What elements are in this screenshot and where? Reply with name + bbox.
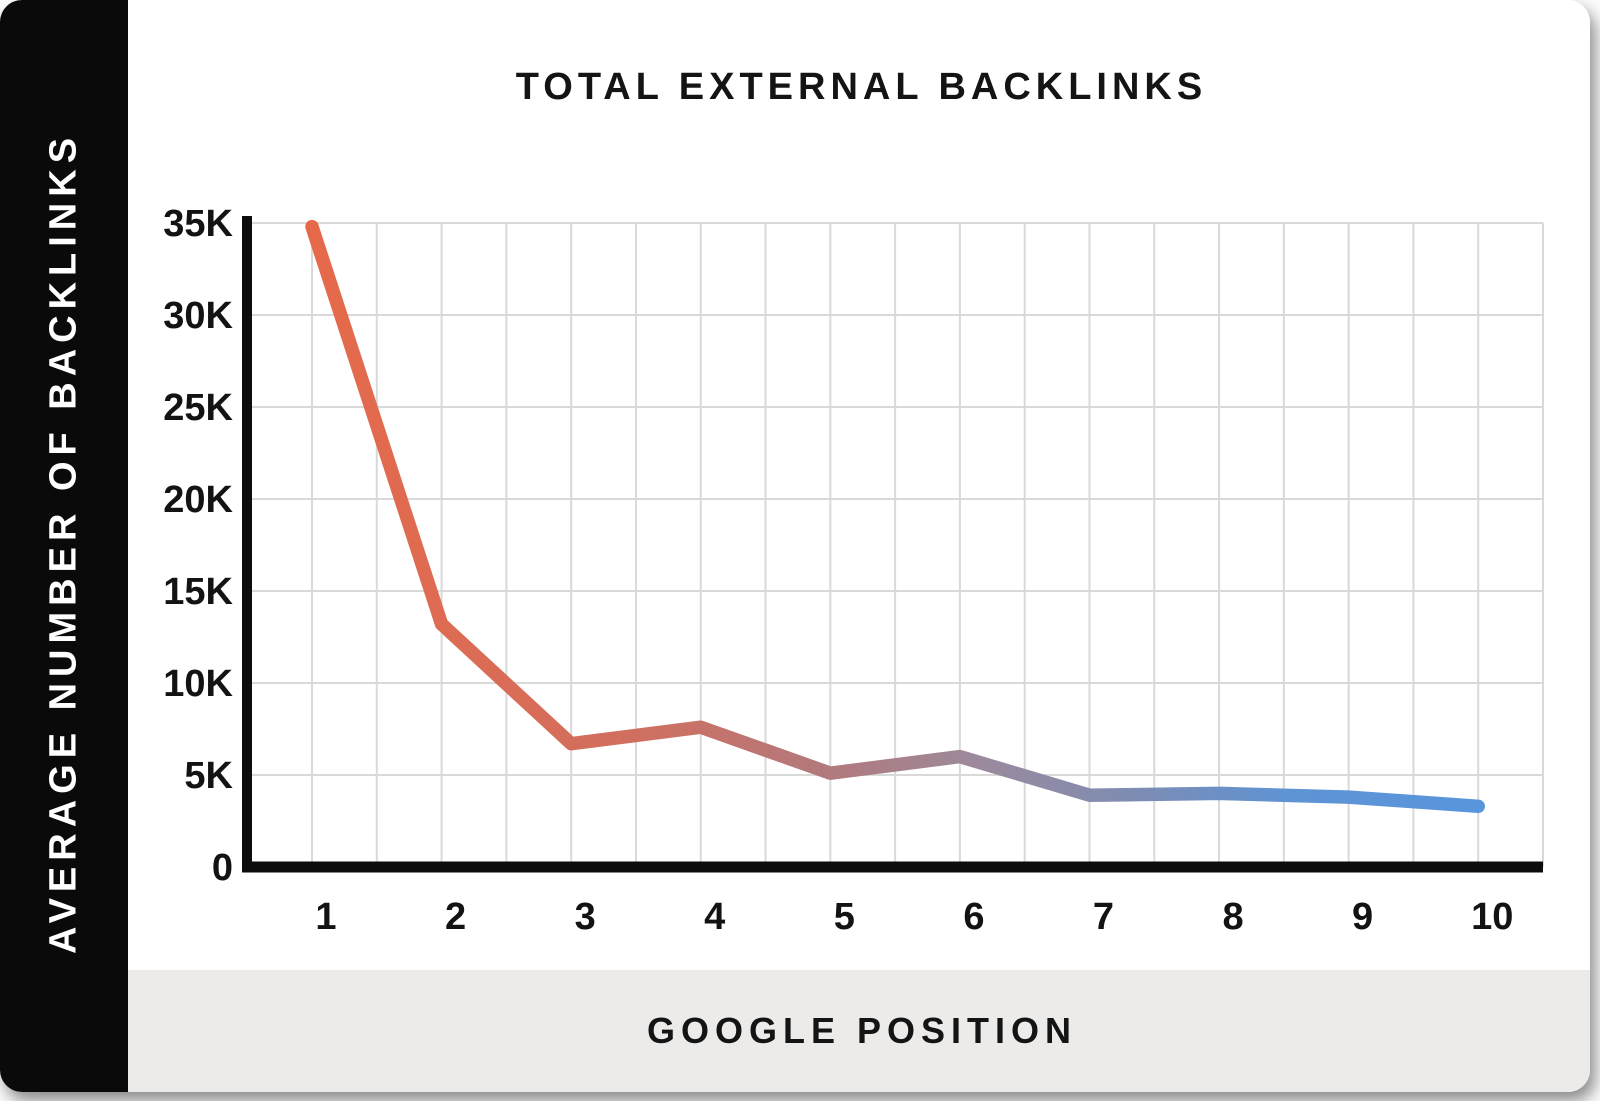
- y-tick-label: 25K: [163, 387, 233, 429]
- y-axis-title: AVERAGE NUMBER OF BACKLINKS: [42, 131, 85, 955]
- y-tick-label: 35K: [163, 203, 233, 245]
- x-tick-label: 10: [1471, 896, 1513, 938]
- chart-area: TOTAL EXTERNAL BACKLINKS 35K 30K 25K 20K 15K…: [128, 0, 1590, 970]
- x-tick-label: 6: [963, 896, 984, 938]
- x-tick-label: 2: [445, 896, 466, 938]
- horizontal-gridlines: [247, 222, 1543, 776]
- axes: [242, 216, 1543, 873]
- backlinks-series-line: [305, 219, 1485, 814]
- y-tick-label: 20K: [163, 479, 233, 521]
- x-tick-label: 8: [1222, 896, 1243, 938]
- x-tick-label: 5: [834, 896, 855, 938]
- x-tick-label: 7: [1093, 896, 1114, 938]
- x-tick-labels: 1 2 3 4 5 6 7 8 9 10: [315, 896, 1513, 938]
- x-tick-label: 9: [1352, 896, 1373, 938]
- y-axis-title-bar: AVERAGE NUMBER OF BACKLINKS: [0, 0, 128, 1092]
- y-tick-label: 5K: [184, 755, 233, 797]
- y-tick-label: 30K: [163, 295, 233, 337]
- x-tick-label: 4: [704, 896, 725, 938]
- x-axis-title-bar: GOOGLE POSITION: [128, 970, 1590, 1092]
- x-tick-label: 3: [575, 896, 596, 938]
- x-axis-title: GOOGLE POSITION: [646, 1010, 1078, 1051]
- chart-title: TOTAL EXTERNAL BACKLINKS: [515, 66, 1208, 108]
- chart-svg: 35K 30K 25K 20K 15K 10K 5K 0 1 2 3 4 5 6 7 8 9 10: [163, 203, 1544, 938]
- y-tick-label: 15K: [163, 571, 233, 613]
- vertical-gridlines: [311, 223, 1544, 867]
- y-tick-label: 10K: [163, 663, 233, 705]
- y-tick-label: 0: [212, 847, 233, 889]
- y-tick-labels: 35K 30K 25K 20K 15K 10K 5K 0: [163, 203, 233, 889]
- x-tick-label: 1: [315, 896, 336, 938]
